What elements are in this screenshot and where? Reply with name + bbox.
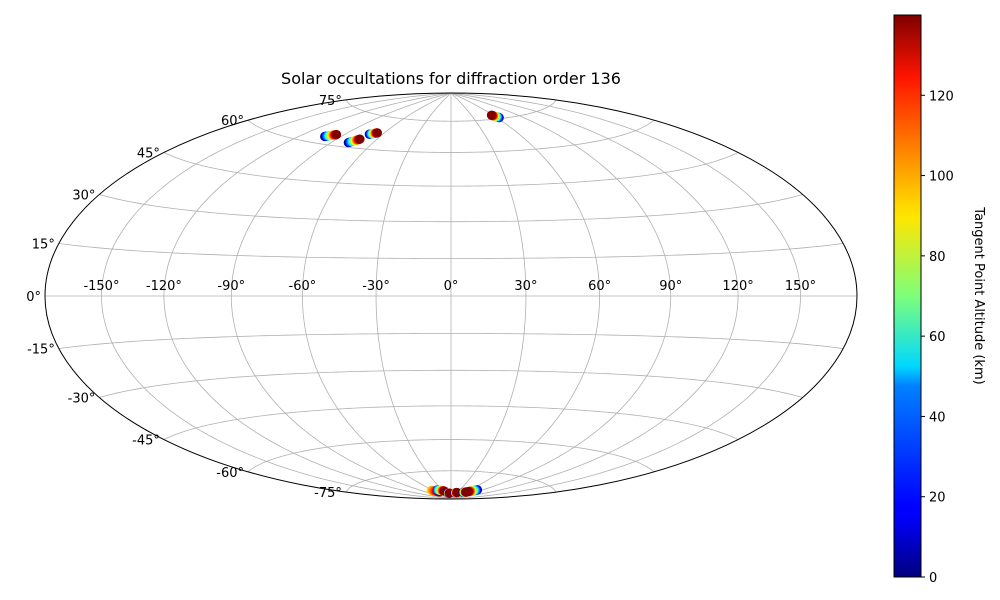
colorbar-tick-label: 100 [929, 170, 954, 185]
latitude-tick-label: -45° [132, 434, 160, 449]
parallel-line [163, 152, 739, 187]
latitude-tick-label: 75° [319, 94, 342, 109]
colorbar-ticks: 0 20 40 60 80 100 120 [921, 89, 954, 586]
parallel-line [99, 194, 803, 223]
occultation-point [331, 129, 342, 140]
longitude-tick-label: 90° [659, 279, 682, 294]
occultation-point [486, 110, 497, 120]
longitude-tick-label: 120° [722, 279, 753, 294]
colorbar [893, 14, 922, 578]
latitude-tick-label: 30° [72, 189, 95, 204]
colorbar-tick-label: 20 [929, 491, 946, 506]
parallel-line [345, 99, 557, 122]
longitude-tick-label: 30° [514, 279, 537, 294]
occultation-point [372, 128, 382, 138]
latitude-tick-label: -75° [314, 486, 342, 501]
occultation-point [355, 134, 365, 144]
parallel-line [163, 405, 739, 440]
occultation-point [463, 487, 473, 497]
colorbar-tick-label: 80 [929, 250, 946, 265]
latitude-tick-label: 0° [26, 290, 41, 305]
longitude-tick-label: 0° [444, 279, 459, 294]
longitude-tick-label: 150° [785, 279, 816, 294]
colorbar-tick-label: 0 [929, 571, 937, 586]
colorbar-tick-label: 60 [929, 330, 946, 345]
longitude-tick-label: -150° [83, 279, 119, 294]
longitude-tick-label: -120° [146, 279, 182, 294]
graticule-grid [45, 93, 857, 499]
latitude-tick-label: 15° [32, 237, 55, 252]
colorbar-tick-label: 40 [929, 410, 946, 425]
longitude-tick-label: -90° [217, 279, 245, 294]
latitude-tick-label: -30° [68, 392, 96, 407]
latitude-tick-label: 45° [137, 146, 160, 161]
longitude-tick-label: -30° [362, 279, 390, 294]
latitude-tick-labels: -75° -60° -45° -30° -15° 0° 15° 30° 45° 60° 75° [26, 94, 342, 501]
latitude-tick-label: 60° [221, 114, 244, 129]
parallel-line [58, 243, 844, 259]
parallel-line [345, 470, 557, 493]
latitude-tick-label: -15° [27, 343, 55, 358]
colorbar-tick-label: 120 [929, 89, 954, 104]
occultation-points [320, 110, 504, 498]
longitude-tick-labels: -150° -120° -90° -60° -30° 0° 30° 60° 90° 120° 150… [83, 279, 816, 294]
parallel-line [99, 369, 803, 398]
parallel-line [247, 439, 655, 473]
chart-title: Solar occultations for diffraction order… [281, 69, 621, 88]
latitude-tick-label: -60° [216, 466, 244, 481]
map-boundary [44, 92, 858, 500]
longitude-tick-label: -60° [289, 279, 317, 294]
longitude-tick-label: 60° [588, 279, 611, 294]
parallel-line [58, 333, 844, 349]
parallel-line [247, 119, 655, 153]
colorbar-label: Tangent Point Altitude (km) [971, 206, 986, 384]
